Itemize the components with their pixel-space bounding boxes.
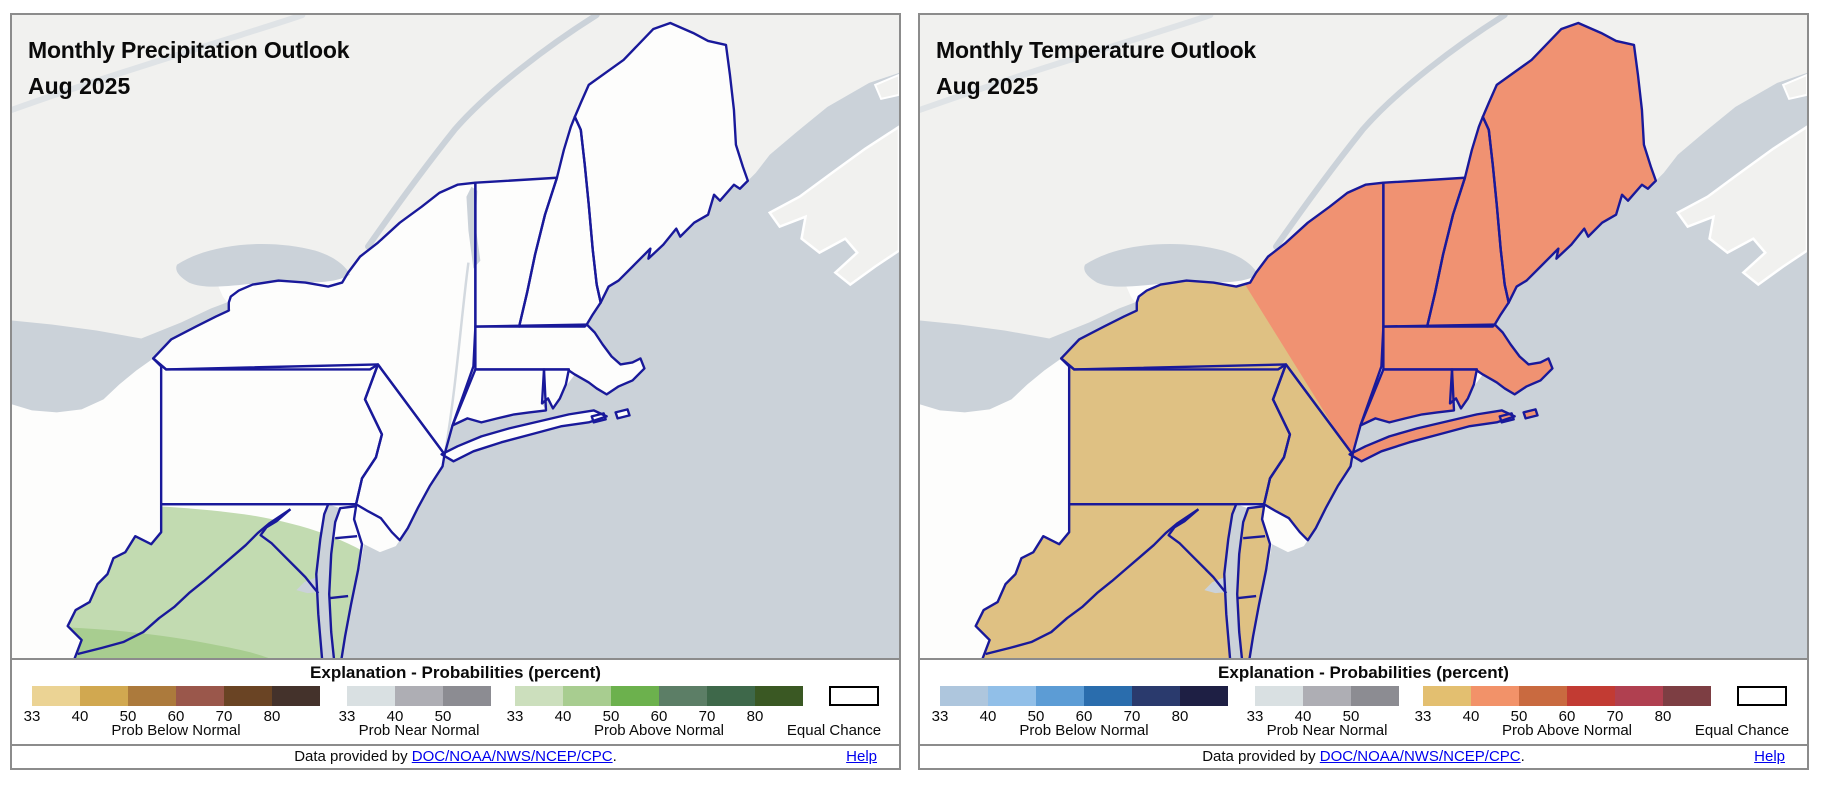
outlook-date: Aug 2025 (28, 73, 131, 99)
above-normal-label: Prob Above Normal (593, 722, 725, 739)
equal-chance-label: Equal Chance (1694, 722, 1790, 739)
below-normal-label: Prob Below Normal (111, 722, 241, 739)
temperature-outlook-panel: Monthly Temperature Outlook Aug 2025 Exp… (918, 13, 1809, 770)
outlook-date: Aug 2025 (936, 73, 1039, 99)
page-title: Monthly Temperature Outlook (936, 37, 1257, 63)
near-normal-label: Prob Near Normal (358, 722, 480, 739)
attribution-bar: Data provided by DOC/NOAA/NWS/NCEP/CPC. … (920, 744, 1807, 768)
data-credit-text: Data provided by (1202, 748, 1320, 765)
help-link[interactable]: Help (1754, 748, 1785, 765)
legend-header: Explanation - Probabilities (percent) (310, 663, 601, 682)
below-normal-label: Prob Below Normal (1019, 722, 1149, 739)
equal-chance-label: Equal Chance (786, 722, 882, 739)
page-title: Monthly Precipitation Outlook (28, 37, 350, 63)
precipitation-map-image (12, 15, 899, 658)
help-link[interactable]: Help (846, 748, 877, 765)
temperature-legend: Explanation - Probabilities (percent) 33… (920, 658, 1807, 744)
precipitation-map: Monthly Precipitation Outlook Aug 2025 (12, 15, 899, 658)
precipitation-legend: Explanation - Probabilities (percent) 33… (12, 658, 899, 744)
legend-bar-below-normal: 33 40 50 60 70 80 (24, 686, 320, 725)
temperature-map-image (920, 15, 1807, 658)
legend-bar-above-normal: 33 40 50 60 70 80 (507, 686, 803, 725)
data-credit-text: Data provided by (294, 748, 412, 765)
legend-bar-near-normal: 33 40 50 (339, 686, 491, 725)
equal-chance-swatch (1737, 686, 1787, 706)
legend-bar-above-normal: 33 40 50 60 70 80 (1415, 686, 1711, 725)
equal-chance-swatch (829, 686, 879, 706)
legend-bar-below-normal: 33 40 50 60 70 80 (932, 686, 1228, 725)
attribution-bar: Data provided by DOC/NOAA/NWS/NCEP/CPC. … (12, 744, 899, 768)
above-normal-label: Prob Above Normal (1501, 722, 1633, 739)
legend-header: Explanation - Probabilities (percent) (1218, 663, 1509, 682)
data-source-link[interactable]: DOC/NOAA/NWS/NCEP/CPC (411, 748, 613, 765)
near-normal-label: Prob Near Normal (1266, 722, 1388, 739)
legend-bar-near-normal: 33 40 50 (1247, 686, 1399, 725)
precipitation-outlook-panel: Monthly Precipitation Outlook Aug 2025 E… (10, 13, 901, 770)
data-source-link[interactable]: DOC/NOAA/NWS/NCEP/CPC (1319, 748, 1521, 765)
temperature-map: Monthly Temperature Outlook Aug 2025 (920, 15, 1807, 658)
